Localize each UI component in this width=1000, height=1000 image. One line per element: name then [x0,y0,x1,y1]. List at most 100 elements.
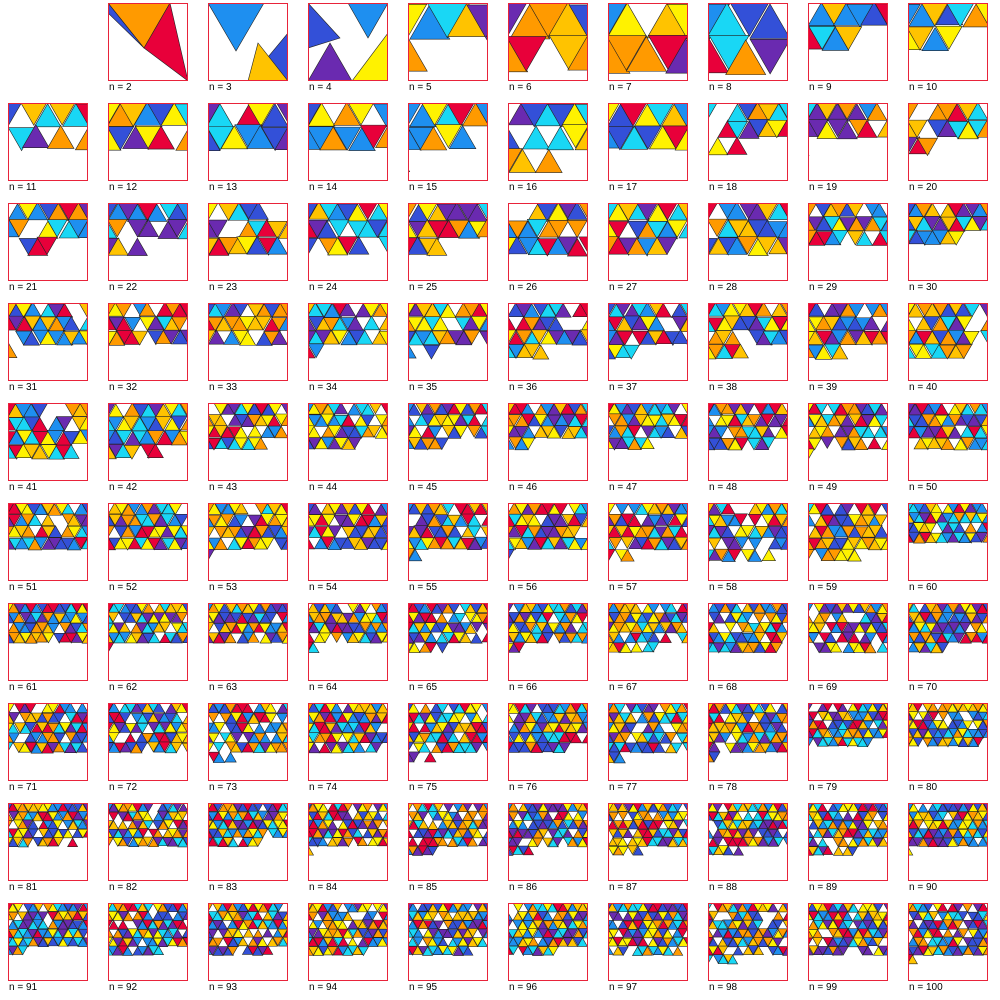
triangle [908,136,918,154]
packing-diagram [608,103,688,181]
triangle [729,3,769,37]
triangle [308,237,318,256]
triangle [855,230,873,246]
triangle [348,236,370,255]
triangle [417,811,429,821]
triangle [77,810,88,821]
triangle [78,203,88,220]
triangle [608,549,616,562]
triangle [820,436,835,450]
square-boundary [8,103,88,181]
triangle [281,603,288,614]
n-label: n = 70 [909,682,938,693]
triangle [71,920,83,930]
packing-diagram [708,103,788,181]
triangle [136,946,148,956]
packing-cell: n = 57 [602,500,702,600]
packing-diagram [208,603,288,681]
triangle [382,820,388,830]
triangle [712,836,724,847]
packing-diagram [108,403,188,481]
triangle [781,415,788,428]
triangle [74,127,88,151]
n-label: n = 2 [109,82,132,93]
triangle [341,413,356,427]
triangle [62,444,80,459]
triangle [132,820,144,830]
triangle [782,803,788,813]
triangle [682,703,688,712]
triangle [619,103,647,127]
triangle [740,525,755,538]
triangle [608,3,628,37]
packing-diagram [508,103,588,181]
triangle [931,720,943,730]
packing-diagram [908,103,988,181]
triangle [78,928,88,939]
triangle [960,437,975,450]
triangle [408,621,414,633]
packing-diagram [308,403,388,481]
triangle [857,836,869,847]
triangle [541,503,555,515]
triangle [234,503,249,515]
triangle [982,703,988,713]
triangle [534,148,563,173]
triangle [333,415,349,428]
triangle [420,513,436,527]
triangle [881,426,888,439]
packing-diagram [808,503,888,581]
triangle [212,803,223,812]
triangle [58,622,72,634]
triangle [24,703,37,714]
triangle [537,828,549,839]
packing-diagram [708,3,788,81]
triangle [408,751,420,763]
triangle [181,622,188,634]
triangle [708,741,714,752]
triangle [412,846,424,856]
n-label: n = 3 [209,82,232,93]
triangle [975,503,988,513]
triangle [726,203,748,220]
triangle [522,125,550,150]
triangle [434,124,463,149]
triangle [320,536,335,550]
triangle [981,522,988,534]
triangle [508,524,522,538]
triangle [523,845,535,856]
triangle [747,514,763,527]
triangle [382,632,388,643]
triangle [558,603,571,614]
triangle [81,525,88,538]
packing-diagram [108,303,188,381]
packing-diagram [308,503,388,581]
triangle [937,811,949,821]
triangle [122,946,134,956]
triangle [546,414,562,428]
triangle [208,526,216,539]
triangle [908,344,916,359]
triangle [979,303,988,318]
packing-cell: n = 60 [902,500,1000,600]
triangle [308,641,314,652]
triangle [635,712,649,724]
triangle [81,623,88,634]
packing-diagram [608,403,688,481]
triangle [959,603,971,613]
triangle [52,837,64,847]
triangle [808,317,817,332]
n-label: n = 78 [709,782,738,793]
triangle [364,732,377,744]
triangle [746,742,760,753]
packing-cell: n = 9 [802,0,902,100]
triangle [136,603,148,613]
triangle [222,837,234,847]
n-label: n = 8 [709,82,732,93]
triangle [914,343,932,359]
triangle [682,722,688,734]
square-boundary [208,403,288,481]
triangle [808,803,814,812]
triangle [729,741,743,753]
triangle [374,426,388,439]
